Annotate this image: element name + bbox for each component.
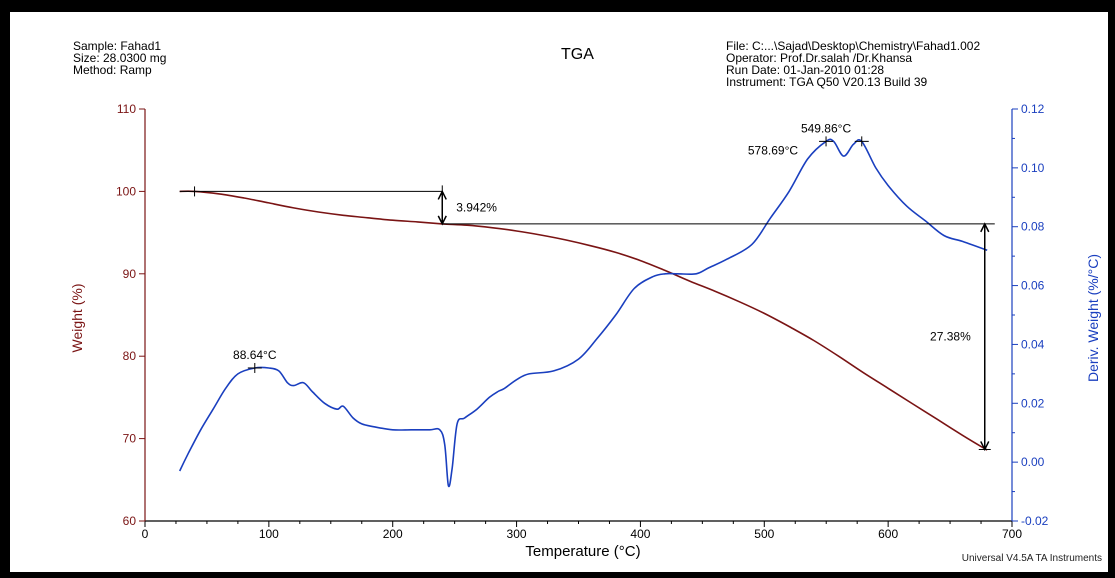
y-left-tick-label: 110 (117, 102, 136, 116)
size-line: Size: 28.0300 mg (73, 51, 167, 65)
page-title: TGA (561, 46, 594, 63)
step2-arrow-head-up (980, 222, 990, 233)
deriv-weight-curve (178, 138, 988, 488)
x-tick-label: 300 (507, 527, 527, 541)
step2-label: 27.38% (930, 330, 971, 344)
y-right-tick-label: 0.08 (1021, 220, 1045, 234)
y-left-tick-label: 80 (123, 349, 137, 363)
x-tick-label: 200 (383, 527, 403, 541)
x-tick-label: 400 (630, 527, 650, 541)
x-tick-label: 0 (142, 527, 149, 541)
y-right-tick-label: 0.10 (1021, 161, 1045, 175)
y-axis-label-right: Deriv. Weight (%/°C) (1085, 254, 1101, 382)
y-right-tick-label: 0.02 (1021, 396, 1045, 410)
y-left-tick-label: 90 (123, 267, 137, 281)
x-tick-label: 600 (878, 527, 898, 541)
step1-label: 3.942% (456, 201, 497, 215)
y-left-tick-label: 100 (116, 184, 136, 198)
weight-curve (179, 190, 988, 451)
rundate-line: Run Date: 01-Jan-2010 01:28 (726, 63, 885, 77)
report-panel: Sample: Fahad1 Size: 28.0300 mg Method: … (10, 12, 1108, 572)
run-info: File: C:...\Sajad\Desktop\Chemistry\Faha… (726, 40, 980, 88)
method-line: Method: Ramp (73, 63, 152, 77)
y-right-tick-label: 0.06 (1021, 279, 1045, 293)
operator-line: Operator: Prof.Dr.salah /Dr.Khansa (726, 51, 913, 65)
y-left-tick-label: 60 (123, 514, 137, 528)
peak-label-88: 88.64°C (233, 348, 277, 362)
step1-arrow-head-up (437, 189, 447, 200)
y-left-tick-label: 70 (123, 432, 137, 446)
x-tick-label: 500 (754, 527, 774, 541)
sample-info: Sample: Fahad1 Size: 28.0300 mg Method: … (73, 40, 166, 76)
sample-line: Sample: Fahad1 (73, 39, 162, 53)
instrument-line: Instrument: TGA Q50 V20.13 Build 39 (726, 75, 928, 89)
y-right-tick-label: 0.12 (1021, 102, 1045, 116)
peak-label-578: 578.69°C (748, 143, 799, 157)
file-line: File: C:...\Sajad\Desktop\Chemistry\Faha… (726, 39, 981, 53)
x-axis-label: Temperature (°C) (525, 543, 640, 560)
step2-arrow-head-down (980, 441, 990, 452)
x-tick-label: 700 (1002, 527, 1022, 541)
x-tick-label: 100 (259, 527, 279, 541)
y-right-tick-label: -0.02 (1021, 514, 1049, 528)
peak-label-549: 549.86°C (801, 121, 852, 135)
step1-arrow-head-down (437, 215, 447, 226)
y-right-tick-label: 0.00 (1021, 455, 1045, 469)
y-axis-label-left: Weight (%) (69, 284, 85, 353)
footer-label: Universal V4.5A TA Instruments (961, 553, 1102, 564)
y-right-tick-label: 0.04 (1021, 337, 1045, 351)
